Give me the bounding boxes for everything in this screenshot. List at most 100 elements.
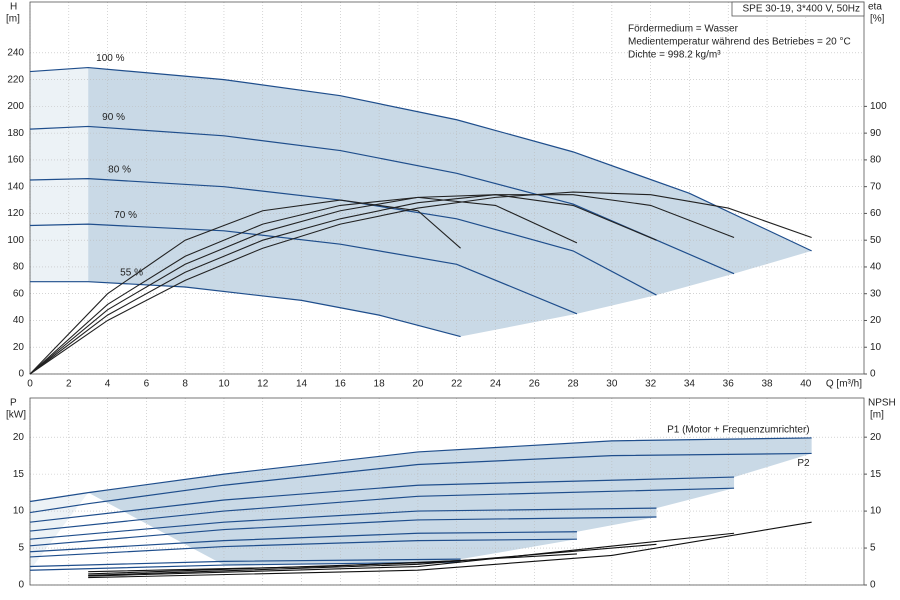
x-tick-label: 0: [27, 379, 33, 390]
curve-label: 80 %: [108, 164, 131, 175]
y-tick-label: 15: [13, 469, 25, 480]
curve-label: 55 %: [120, 267, 143, 278]
x-tick-label: 20: [412, 379, 424, 390]
x-axis-label: Q [m³/h]: [826, 379, 862, 390]
y2-axis-label: eta: [868, 2, 882, 13]
y-tick-label: 20: [13, 342, 25, 353]
y2-tick-label: 60: [870, 208, 882, 219]
y2-tick-label: 10: [870, 506, 882, 517]
y2-tick-label: 50: [870, 235, 882, 246]
secondary-curve: [88, 521, 812, 579]
curve-label: 90 %: [102, 112, 125, 123]
y2-tick-label: 80: [870, 155, 882, 166]
y-tick-label: 40: [13, 315, 25, 326]
y-tick-label: 0: [18, 369, 24, 380]
secondary-curve: [88, 543, 657, 576]
y2-tick-label: 10: [870, 342, 882, 353]
extended-area: [30, 67, 89, 282]
primary-curve: [29, 125, 735, 275]
primary-curve: [29, 66, 812, 252]
y2-tick-label: 70: [870, 181, 882, 192]
plot-frame: [29, 1, 865, 375]
x-tick-label: 36: [723, 379, 735, 390]
y-tick-label: 10: [13, 506, 25, 517]
primary-curve: [30, 281, 461, 338]
x-tick-label: 6: [144, 379, 150, 390]
y2-tick-label: 90: [870, 128, 882, 139]
y2-axis-label: NPSH: [868, 398, 896, 409]
y-tick-label: 140: [7, 181, 24, 192]
x-tick-label: 32: [645, 379, 657, 390]
curve-label: P1 (Motor + Frequenzumrichter): [667, 425, 810, 436]
curve-label: 70 %: [114, 210, 137, 221]
x-tick-label: 28: [568, 379, 580, 390]
x-tick-label: 26: [529, 379, 541, 390]
x-tick-label: 38: [761, 379, 773, 390]
y-tick-label: 120: [7, 208, 24, 219]
x-tick-label: 8: [182, 379, 188, 390]
primary-curve: [29, 452, 812, 514]
x-tick-label: 10: [218, 379, 230, 390]
y-tick-label: 80: [13, 262, 25, 273]
primary-curve: [29, 516, 657, 547]
x-tick-label: 22: [451, 379, 463, 390]
secondary-curve: [29, 194, 657, 375]
primary-curve: [29, 558, 461, 568]
primary-curve: [29, 437, 812, 503]
info-title: SPE 30-19, 3*400 V, 50Hz: [743, 4, 861, 15]
annotation: Dichte = 998.2 kg/m³: [628, 50, 721, 61]
annotation: Fördermedium = Wasser: [628, 24, 739, 35]
x-tick-label: 18: [374, 379, 386, 390]
y-tick-label: 200: [7, 101, 24, 112]
y2-axis-unit: [%]: [870, 14, 885, 25]
primary-curve: [29, 538, 577, 558]
y2-tick-label: 20: [870, 315, 882, 326]
y2-tick-label: 0: [870, 369, 876, 380]
primary-curve: [29, 223, 578, 315]
y-tick-label: 0: [18, 580, 24, 591]
y-axis-label: H: [10, 2, 17, 13]
curve-label: P2: [797, 458, 810, 469]
primary-curve: [29, 561, 461, 571]
secondary-curve: [88, 560, 461, 573]
x-tick-label: 16: [335, 379, 347, 390]
x-tick-label: 2: [66, 379, 72, 390]
y2-tick-label: 40: [870, 262, 882, 273]
x-tick-label: 30: [606, 379, 618, 390]
secondary-curve: [29, 191, 812, 375]
y-tick-label: 180: [7, 128, 24, 139]
x-tick-label: 4: [105, 379, 111, 390]
annotation: Medientemperatur während des Betriebes =…: [628, 37, 851, 48]
x-tick-label: 24: [490, 379, 502, 390]
y2-tick-label: 20: [870, 432, 882, 443]
secondary-curve: [29, 199, 461, 375]
y-axis-label: P: [10, 398, 17, 409]
y2-tick-label: 30: [870, 288, 882, 299]
extended-area: [30, 492, 89, 571]
y-tick-label: 5: [18, 543, 24, 554]
y2-tick-label: 15: [870, 469, 882, 480]
primary-curve: [29, 507, 657, 540]
y2-axis-unit: [m]: [870, 410, 884, 421]
y2-tick-label: 5: [870, 543, 876, 554]
operating-area: [88, 437, 812, 566]
y2-tick-label: 0: [870, 580, 876, 591]
secondary-curve: [29, 194, 735, 375]
y-tick-label: 60: [13, 288, 25, 299]
y-axis-unit: [m]: [6, 14, 20, 25]
y2-tick-label: 100: [870, 101, 887, 112]
secondary-curve: [88, 532, 735, 577]
x-tick-label: 12: [257, 379, 269, 390]
curve-label: 100 %: [96, 53, 124, 64]
x-tick-label: 14: [296, 379, 308, 390]
primary-curve: [29, 531, 577, 553]
y-tick-label: 20: [13, 432, 25, 443]
operating-area: [88, 67, 812, 337]
primary-curve: [29, 487, 735, 532]
y-tick-label: 160: [7, 155, 24, 166]
plot-frame: [29, 397, 865, 586]
y-axis-unit: [kW]: [6, 410, 26, 421]
x-tick-label: 34: [684, 379, 696, 390]
y-tick-label: 240: [7, 47, 24, 58]
